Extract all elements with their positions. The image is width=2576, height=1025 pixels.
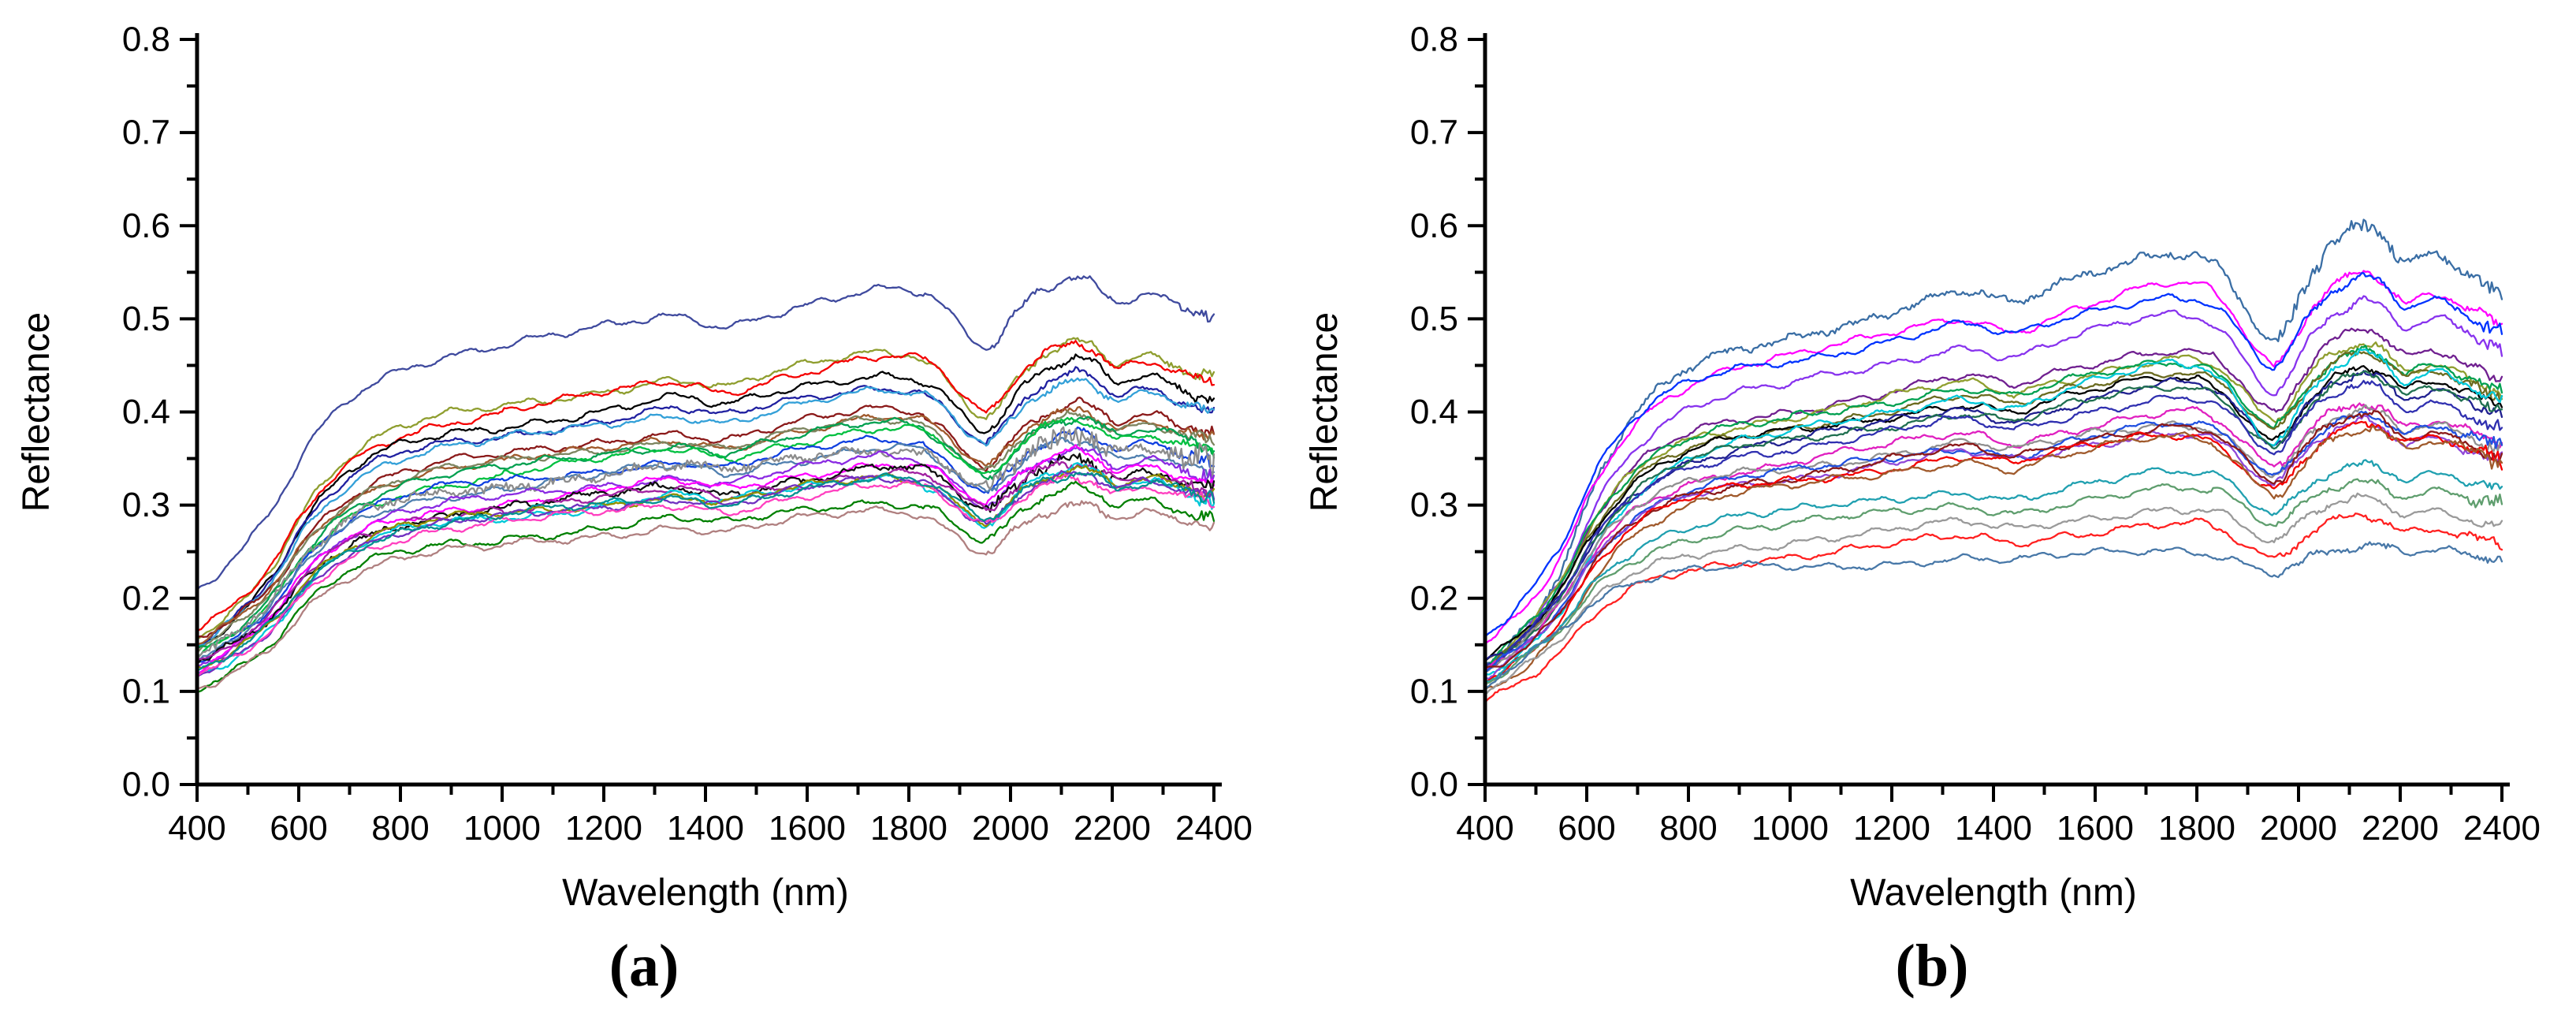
spectrum-line-b-5 xyxy=(1483,327,2503,674)
y-tick-label: 0.6 xyxy=(1410,207,1458,245)
plot-b-svg: 0.0 0.1 0.2 0.3 0.4 0.5 0.6 0.7 0.8 400 600 800 1000… xyxy=(1304,20,2541,915)
spectrum-line-b-11 xyxy=(1483,348,2503,676)
spectrum-line-b-22 xyxy=(1483,478,2503,687)
x-tick-label: 2400 xyxy=(1175,809,1253,848)
x-tick-label: 2000 xyxy=(2260,809,2337,848)
y-axis-title: Reflectance xyxy=(1304,312,1346,512)
series-group xyxy=(195,275,1215,693)
spectrum-line-a-9 xyxy=(195,410,1215,654)
y-tick-label: 0.6 xyxy=(122,207,170,245)
panel-a: 0.0 0.1 0.2 0.3 0.4 0.5 0.6 0.7 0.8 400 600 800 1000… xyxy=(16,20,1253,999)
x-tick-label: 1200 xyxy=(565,809,642,848)
spectrum-line-b-8 xyxy=(1483,351,2503,671)
x-tick-label: 800 xyxy=(1659,809,1717,848)
spectrum-line-a-11 xyxy=(195,416,1215,658)
spectrum-line-a-19 xyxy=(195,462,1215,676)
y-axis-title: Reflectance xyxy=(16,312,58,512)
spectrum-line-b-18 xyxy=(1483,409,2503,669)
panel-b: 0.0 0.1 0.2 0.3 0.4 0.5 0.6 0.7 0.8 400 600 800 1000… xyxy=(1288,0,2576,1025)
spectrum-line-b-16 xyxy=(1483,410,2503,673)
spectrum-line-b-13 xyxy=(1483,379,2503,666)
spectrum-line-a-8 xyxy=(195,405,1215,645)
spectrum-line-b-3 xyxy=(1483,272,2503,638)
x-axis-title: Wavelength (nm) xyxy=(1850,872,2137,914)
spectrum-line-b-24 xyxy=(1483,512,2503,704)
spectrum-line-a-6 xyxy=(195,377,1215,649)
spectrum-line-b-4 xyxy=(1483,295,2503,670)
spectrum-line-a-25 xyxy=(195,500,1215,690)
spectrum-line-b-25 xyxy=(1483,541,2503,692)
spectrum-line-a-10 xyxy=(195,416,1215,650)
x-tick-label: 400 xyxy=(168,809,225,848)
spectrum-line-b-1 xyxy=(1483,218,2503,669)
spectrum-line-b-14 xyxy=(1483,402,2503,672)
spectrum-line-b-19 xyxy=(1483,420,2503,686)
x-tick-label: 2200 xyxy=(2362,809,2439,848)
x-tick-label: 600 xyxy=(1558,809,1615,848)
spectrum-line-b-21 xyxy=(1483,459,2503,683)
x-tick-label: 800 xyxy=(371,809,429,848)
x-tick-label: 400 xyxy=(1456,809,1513,848)
x-tick-label: 2200 xyxy=(1074,809,1151,848)
y-tick-label: 0.5 xyxy=(1410,300,1458,338)
spectrum-line-a-21 xyxy=(195,470,1215,678)
spectrum-line-a-20 xyxy=(195,464,1215,669)
spectrum-line-a-14 xyxy=(195,426,1215,658)
y-tick-label: 0.1 xyxy=(122,672,170,710)
x-tick-label: 600 xyxy=(270,809,327,848)
x-tick-label: 1600 xyxy=(769,809,846,848)
spectrum-line-a-1 xyxy=(195,275,1215,591)
y-tick-label: 0.8 xyxy=(122,20,170,59)
plot-a-svg: 0.0 0.1 0.2 0.3 0.4 0.5 0.6 0.7 0.8 400 600 800 1000… xyxy=(16,20,1253,915)
x-axis-title: Wavelength (nm) xyxy=(562,872,849,914)
spectrum-line-b-12 xyxy=(1483,370,2503,671)
spectrum-line-a-4 xyxy=(195,353,1215,649)
spectrum-line-a-5 xyxy=(195,366,1215,647)
x-tick-label: 1600 xyxy=(2057,809,2134,848)
y-tick-label: 0.2 xyxy=(1410,579,1458,617)
x-tick-label: 1400 xyxy=(1955,809,2032,848)
spectrum-line-b-23 xyxy=(1483,492,2503,695)
spectrum-line-b-15 xyxy=(1483,404,2503,673)
caption-a: (a) xyxy=(609,933,679,999)
x-tick-label: 2000 xyxy=(972,809,1049,848)
y-tick-label: 0.5 xyxy=(122,300,170,338)
x-tick-label: 1000 xyxy=(463,809,541,848)
x-tick-label: 2400 xyxy=(2463,809,2541,848)
x-tick-label: 1000 xyxy=(1751,809,1829,848)
spectrum-line-a-18 xyxy=(195,460,1215,662)
series-group xyxy=(1483,218,2503,704)
x-tick-label: 1400 xyxy=(667,809,744,848)
caption-b: (b) xyxy=(1895,933,1969,999)
y-tick-label: 0.4 xyxy=(122,393,170,431)
spectrum-line-a-24 xyxy=(195,480,1215,693)
y-tick-label: 0.4 xyxy=(1410,393,1458,431)
y-tick-label: 0.7 xyxy=(1410,114,1458,152)
y-tick-label: 0.0 xyxy=(122,766,170,804)
x-tick-label: 1800 xyxy=(2158,809,2235,848)
spectrum-line-a-16 xyxy=(195,444,1215,675)
spectrum-line-a-23 xyxy=(195,472,1215,671)
spectrum-line-b-20 xyxy=(1483,425,2503,689)
y-tick-label: 0.2 xyxy=(122,579,170,617)
spectrum-line-b-9 xyxy=(1483,365,2503,662)
axes-group: 0.0 0.1 0.2 0.3 0.4 0.5 0.6 0.7 0.8 400 600 800 1000… xyxy=(122,20,1253,848)
spectrum-line-a-13 xyxy=(195,436,1215,662)
y-tick-label: 0.1 xyxy=(1410,672,1458,710)
y-tick-label: 0.3 xyxy=(122,486,170,524)
y-tick-label: 0.0 xyxy=(1410,766,1458,804)
axes-group: 0.0 0.1 0.2 0.3 0.4 0.5 0.6 0.7 0.8 400 600 800 1000… xyxy=(1410,20,2541,848)
y-tick-label: 0.3 xyxy=(1410,486,1458,524)
y-tick-label: 0.8 xyxy=(1410,20,1458,59)
spectrum-line-b-2 xyxy=(1483,270,2503,645)
x-tick-label: 1200 xyxy=(1853,809,1930,848)
spectrum-line-a-3 xyxy=(195,340,1215,633)
x-tick-label: 1800 xyxy=(870,809,947,848)
y-tick-label: 0.7 xyxy=(122,114,170,152)
